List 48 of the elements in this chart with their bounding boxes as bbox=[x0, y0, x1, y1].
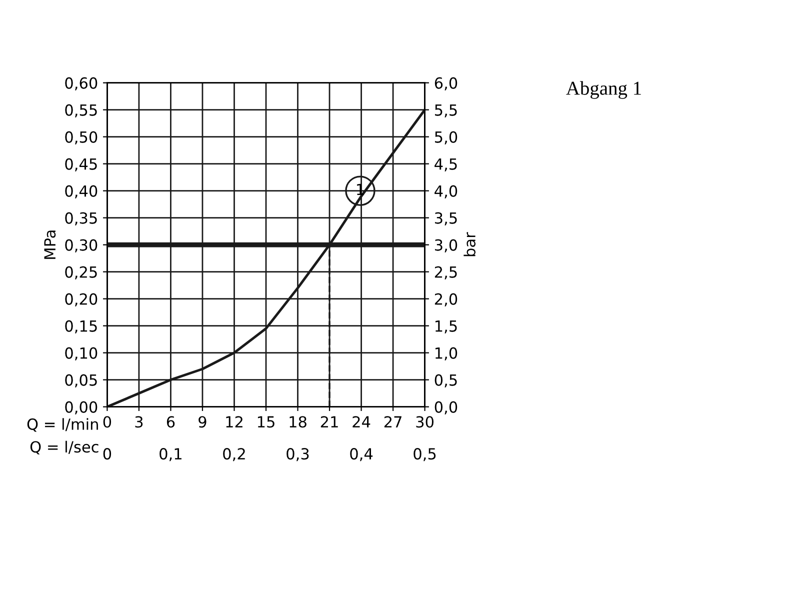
x-tick-label: 30 bbox=[416, 416, 434, 428]
y-tick-label: 0,00 bbox=[65, 401, 98, 414]
y2-tick-label: 3,0 bbox=[434, 239, 458, 252]
x-axis-title: Q = l/min bbox=[27, 418, 98, 432]
x2-tick-label: 0,4 bbox=[350, 448, 373, 462]
x-tick-label: 21 bbox=[320, 416, 338, 428]
x-tick-label: 27 bbox=[384, 416, 402, 428]
y2-tick-label: 4,5 bbox=[434, 158, 457, 172]
y2-tick-label: 4,0 bbox=[434, 185, 458, 198]
x-tick-label: 0 bbox=[103, 416, 112, 428]
x-tick-label: 24 bbox=[352, 416, 370, 428]
x-tick-label: 9 bbox=[198, 416, 206, 428]
x2-tick-label: 0,1 bbox=[160, 448, 182, 462]
y-tick-label: 0,40 bbox=[65, 185, 98, 198]
y-tick-label: 0,55 bbox=[65, 104, 97, 118]
y2-tick-label: 1,0 bbox=[436, 347, 458, 360]
y2-tick-label: 1,5 bbox=[436, 320, 457, 334]
y2-tick-label: 2,5 bbox=[434, 266, 457, 280]
y-tick-label: 0,30 bbox=[65, 239, 98, 252]
y2-tick-label: 3,5 bbox=[434, 212, 457, 226]
text: Abgang 1 bbox=[566, 81, 641, 99]
y2-tick-label: 2,0 bbox=[434, 293, 458, 306]
x2-tick-label: 0,5 bbox=[414, 448, 436, 462]
y-tick-label: 0,35 bbox=[65, 212, 97, 226]
y-tick-label: 0,20 bbox=[65, 293, 98, 306]
x-tick-label: 18 bbox=[290, 416, 306, 428]
x-tick-label: 6 bbox=[166, 416, 175, 428]
x2-tick-label: 0,3 bbox=[286, 448, 309, 462]
y2-tick-label: 6,0 bbox=[434, 77, 458, 90]
x-tick-label: 15 bbox=[258, 416, 274, 428]
y2-tick-label: 0,5 bbox=[434, 374, 457, 388]
x2-tick-label: 0,2 bbox=[223, 448, 245, 462]
x2-axis-title: Q = l/sec bbox=[30, 440, 98, 454]
y-tick-label: 0,60 bbox=[65, 77, 98, 90]
y-tick-label: 0,05 bbox=[65, 374, 97, 388]
y-tick-label: 0,15 bbox=[65, 320, 97, 334]
x-tick-label: 3 bbox=[135, 416, 143, 428]
y2-tick-label: 5,0 bbox=[435, 131, 458, 144]
y2-axis-title: bar bbox=[464, 232, 476, 256]
y-tick-label: 0,50 bbox=[65, 131, 98, 144]
y2-tick-label: 5,5 bbox=[435, 104, 457, 118]
y-tick-label: 0,10 bbox=[65, 347, 98, 360]
x2-tick-label: 0 bbox=[103, 448, 112, 460]
y-tick-label: 0,45 bbox=[65, 158, 97, 172]
y2-tick-label: 0,0 bbox=[434, 401, 458, 414]
y-axis-title: MPa bbox=[44, 230, 56, 259]
y-tick-label: 0,25 bbox=[65, 266, 97, 280]
x-tick-label: 12 bbox=[226, 416, 242, 428]
